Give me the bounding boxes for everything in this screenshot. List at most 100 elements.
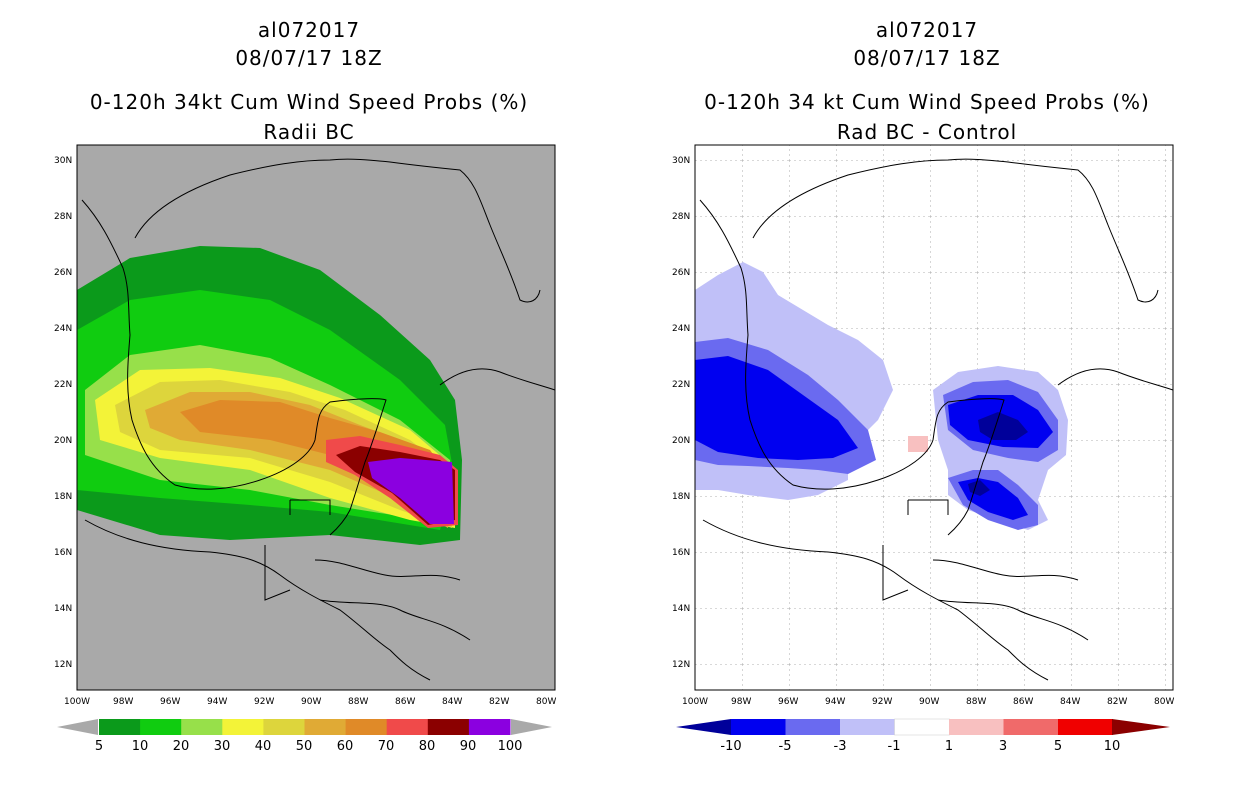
colorbar-label: 30 [214, 739, 231, 754]
left-lat-ticks: 30N 28N 26N 24N 22N 20N 18N 16N 14N 12N [54, 156, 72, 670]
lon-label: 96W [160, 697, 180, 707]
lon-label: 98W [731, 697, 751, 707]
left-lon-ticks: 100W 98W 96W 94W 92W 90W 88W 86W 84W 82W… [64, 697, 556, 707]
lon-label: 94W [825, 697, 845, 707]
colorbar-swatch [427, 719, 470, 735]
colorbar-label: 3 [999, 739, 1007, 754]
left-map-frame [76, 144, 556, 691]
lat-label: 14N [672, 604, 690, 614]
colorbar-swatch [1003, 719, 1059, 735]
colorbar-swatch [1058, 719, 1113, 735]
lon-label: 100W [64, 697, 90, 707]
right-lon-ticks: 100W 98W 96W 94W 92W 90W 88W 86W 84W 82W… [682, 697, 1174, 707]
lon-label: 94W [207, 697, 227, 707]
lat-label: 12N [54, 660, 72, 670]
right-title: 0-120h 34 kt Cum Wind Speed Probs (%) [704, 90, 1150, 114]
colorbar-swatch [731, 719, 786, 735]
right-difference-field [695, 262, 1068, 530]
lon-label: 84W [442, 697, 462, 707]
lon-label: 90W [919, 697, 939, 707]
diff-plus-1-to-plus-3 [908, 436, 928, 452]
colorbar-label: 5 [1054, 739, 1062, 754]
lon-label: 86W [1013, 697, 1033, 707]
lat-label: 22N [672, 380, 690, 390]
colorbar-label: 40 [255, 739, 272, 754]
lat-label: 14N [54, 604, 72, 614]
right-panel: al072017 08/07/17 18Z 0-120h 34 kt Cum W… [618, 0, 1236, 800]
lat-label: 20N [672, 436, 690, 446]
right-storm-id: al072017 [875, 18, 979, 42]
lat-label: 30N [54, 156, 72, 166]
lat-label: 26N [54, 268, 72, 278]
colorbar-label: -10 [720, 739, 741, 754]
colorbar-label: 80 [419, 739, 436, 754]
left-map: 30N 28N 26N 24N 22N 20N 18N 16N 14N 12N … [54, 144, 556, 754]
colorbar-over-arrow [511, 719, 552, 735]
right-subtitle: Rad BC - Control [836, 120, 1018, 144]
right-map-frame [694, 144, 1174, 691]
left-subtitle: Radii BC [263, 120, 355, 144]
colorbar-label: 20 [173, 739, 190, 754]
diff-below-minus-10 [978, 412, 1028, 440]
right-lat-ticks: 30N 28N 26N 24N 22N 20N 18N 16N 14N 12N [672, 156, 690, 670]
lon-label: 96W [778, 697, 798, 707]
colorbar-label: -5 [779, 739, 792, 754]
left-panel: al072017 08/07/17 18Z 0-120h 34kt Cum Wi… [54, 18, 556, 754]
colorbar-label: 70 [378, 739, 395, 754]
lat-label: 16N [54, 548, 72, 558]
lon-label: 98W [113, 697, 133, 707]
left-storm-id: al072017 [257, 18, 361, 42]
prob-60 [180, 400, 452, 522]
prob-90-100 [368, 458, 454, 524]
colorbar-label: -3 [834, 739, 847, 754]
colorbar-swatch [468, 719, 511, 735]
colorbar-label: 1 [945, 739, 953, 754]
lat-label: 30N [672, 156, 690, 166]
colorbar-swatch [99, 719, 141, 735]
lon-label: 82W [489, 697, 509, 707]
colorbar-label: 50 [296, 739, 313, 754]
lat-label: 28N [672, 212, 690, 222]
lat-label: 20N [54, 436, 72, 446]
left-title: 0-120h 34kt Cum Wind Speed Probs (%) [89, 90, 529, 114]
right-colorbar: -10 -5 -3 -1 1 3 5 10 [676, 718, 1170, 754]
lat-label: 28N [54, 212, 72, 222]
lat-label: 26N [672, 268, 690, 278]
left-colorbar: 5 10 20 30 40 50 60 70 80 90 100 [57, 719, 552, 754]
left-coastlines [81, 158, 555, 681]
colorbar-swatch [345, 719, 388, 735]
lat-label: 24N [54, 324, 72, 334]
lat-label: 22N [54, 380, 72, 390]
colorbar-swatch [386, 719, 429, 735]
colorbar-over-arrow [1112, 719, 1170, 735]
lon-label: 90W [301, 697, 321, 707]
colorbar-swatch [894, 718, 950, 736]
lat-label: 24N [672, 324, 690, 334]
lon-label: 84W [1060, 697, 1080, 707]
diff-minus-5-to-minus-10 [695, 356, 858, 460]
colorbar-swatch [263, 719, 305, 735]
lon-label: 92W [872, 697, 892, 707]
colorbar-label: 10 [1104, 739, 1121, 754]
lon-label: 88W [966, 697, 986, 707]
right-datetime: 08/07/17 18Z [853, 46, 1001, 70]
colorbar-label: 100 [498, 739, 523, 754]
colorbar-swatch [181, 719, 223, 735]
colorbar-label: -1 [888, 739, 901, 754]
lon-label: 82W [1107, 697, 1127, 707]
lon-label: 100W [682, 697, 708, 707]
colorbar-under-arrow [57, 719, 98, 735]
colorbar-swatch [840, 719, 895, 735]
lon-label: 80W [536, 697, 556, 707]
right-map: 30N 28N 26N 24N 22N 20N 18N 16N 14N 12N … [672, 144, 1174, 754]
lon-label: 88W [348, 697, 368, 707]
lat-label: 12N [672, 660, 690, 670]
colorbar-under-arrow [676, 719, 731, 735]
lat-label: 16N [672, 548, 690, 558]
lon-label: 92W [254, 697, 274, 707]
colorbar-label: 5 [95, 739, 103, 754]
left-datetime: 08/07/17 18Z [235, 46, 383, 70]
colorbar-swatch [140, 719, 182, 735]
right-coastlines [699, 158, 1173, 681]
colorbar-label: 10 [132, 739, 149, 754]
